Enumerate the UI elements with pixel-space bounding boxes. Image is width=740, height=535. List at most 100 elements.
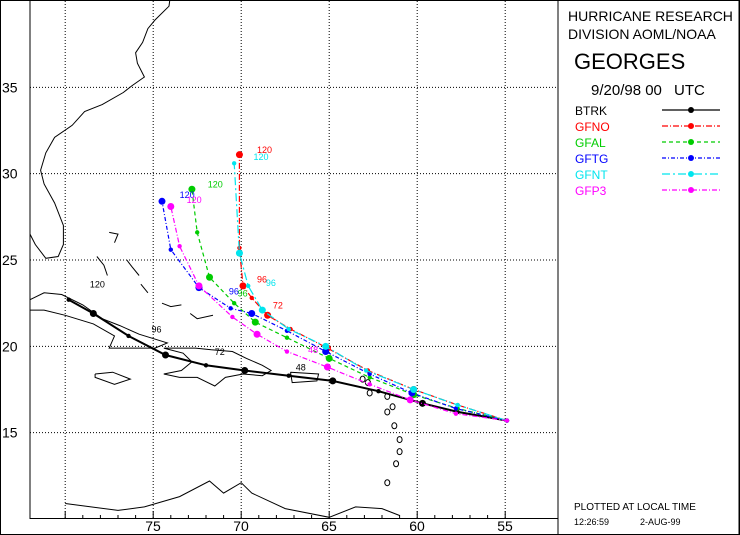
track-point-btrk [89, 310, 97, 318]
legend-marker [688, 171, 694, 177]
track-point-gftg [248, 310, 256, 318]
track-point-gfal [325, 354, 333, 362]
track-point-gfp3 [253, 330, 261, 338]
track-point-gfno [239, 282, 247, 290]
forecast-hour-label: 120 [90, 280, 105, 290]
coastline-segment [189, 313, 214, 320]
org-line-2: DIVISION AOML/NOAA [568, 26, 716, 42]
track-point-gfnt [258, 306, 266, 314]
track-point-gfnt [455, 402, 460, 408]
track-point-gfal [188, 185, 196, 193]
legend: BTRK GFNO GFAL GFTG GFNT GFP3 [575, 104, 720, 198]
track-point-gfnt [410, 386, 418, 393]
lat-label: 20 [2, 338, 18, 354]
track-line-gfal [191, 189, 508, 422]
island-outline [384, 479, 391, 487]
track-point-btrk [126, 333, 131, 339]
track-point-btrk [286, 373, 291, 378]
legend-label-gfp3: GFP3 [575, 184, 607, 198]
forecast-hour-label: 96 [266, 278, 276, 288]
info-panel: HURRICANE RESEARCH DIVISION AOML/NOAA GE… [557, 0, 740, 535]
track-point-gfal [367, 375, 372, 380]
island-outline [359, 375, 366, 383]
track-point-btrk [203, 363, 209, 368]
lon-label: 75 [145, 518, 161, 534]
track-point-gfnt [363, 368, 369, 373]
forecast-hour-label: 72 [273, 300, 283, 310]
track-point-gfp3 [195, 282, 203, 290]
coastline-segment [290, 371, 320, 384]
lon-label: 70 [233, 518, 249, 534]
org-line-1: HURRICANE RESEARCH [568, 8, 733, 24]
track-point-gfal [231, 300, 237, 306]
track-point-gfp3 [406, 396, 414, 404]
track-point-gfno [264, 311, 272, 319]
legend-marker [688, 155, 694, 161]
forecast-hour-label: 72 [215, 347, 225, 357]
track-point-btrk [376, 389, 381, 394]
island-outline [393, 460, 400, 468]
legend-label-gfal: GFAL [575, 136, 606, 150]
track-point-gftg [158, 197, 166, 205]
track-point-gfp3 [230, 314, 235, 320]
forecast-hour-label: 120 [180, 190, 195, 200]
lon-label: 65 [321, 518, 337, 534]
track-point-btrk [66, 297, 71, 302]
analysis-date: 9/20/98 00 [591, 82, 662, 99]
track-point-gfp3 [367, 382, 372, 387]
forecast-hour-label: 96 [151, 325, 161, 335]
track-point-gftg [168, 247, 173, 252]
coastline-segment [126, 259, 140, 276]
lat-label: 35 [2, 79, 18, 95]
forecast-hour-label: 120 [257, 145, 272, 155]
track-point-gfp3 [323, 363, 331, 371]
lon-label: 55 [497, 518, 513, 534]
legend-label-gftg: GFTG [575, 152, 608, 166]
coastline-segment [140, 283, 149, 294]
coastline-segment [29, 0, 171, 259]
forecast-hour-label: 96 [238, 288, 248, 298]
track-point-gfp3 [453, 411, 459, 416]
forecast-hour-label: 96 [257, 274, 267, 284]
legend-marker [688, 139, 694, 145]
coastline-segment [94, 371, 132, 385]
track-point-gftg [322, 348, 330, 356]
legend-marker [688, 123, 694, 129]
track-point-gfp3 [167, 202, 175, 210]
plot-time: 12:26:59 [574, 517, 609, 527]
forecast-hour-label: 96 [229, 287, 239, 297]
island-outline [391, 422, 398, 430]
storm-name: GEORGES [574, 49, 685, 74]
track-point-gfal [195, 230, 200, 235]
coastline-segment [161, 302, 182, 308]
legend-marker [688, 187, 694, 193]
island-outline [384, 408, 391, 416]
legend-marker [688, 107, 694, 113]
forecast-hour-label: 120 [208, 179, 223, 189]
latitude-labels: 35 30 25 20 15 [2, 79, 18, 440]
track-point-gfno [249, 295, 254, 301]
plot-date: 2-AUG-99 [640, 517, 681, 527]
track-point-gfnt [322, 342, 330, 350]
track-point-btrk [162, 351, 170, 359]
coastline-segment [65, 480, 400, 518]
track-point-gftg [228, 306, 233, 311]
coastline-segment [163, 347, 273, 387]
coastline-segment [96, 256, 108, 276]
track-line-gfnt [233, 163, 508, 422]
info-panel-border [557, 0, 740, 535]
lat-lon-grid [30, 1, 558, 519]
longitude-labels: 75 70 65 60 55 [64, 511, 513, 534]
island-outline [396, 448, 403, 456]
track-point-btrk [418, 399, 426, 407]
legend-label-gfnt: GFNT [575, 168, 608, 182]
coastline-segment [109, 231, 119, 243]
forecast-hour-label: 120 [187, 195, 202, 205]
time-zone: UTC [674, 82, 705, 99]
track-point-gfnt [235, 249, 243, 257]
track-point-gfal [206, 273, 214, 281]
lat-label: 30 [2, 166, 18, 182]
coastline-segment [29, 292, 169, 349]
